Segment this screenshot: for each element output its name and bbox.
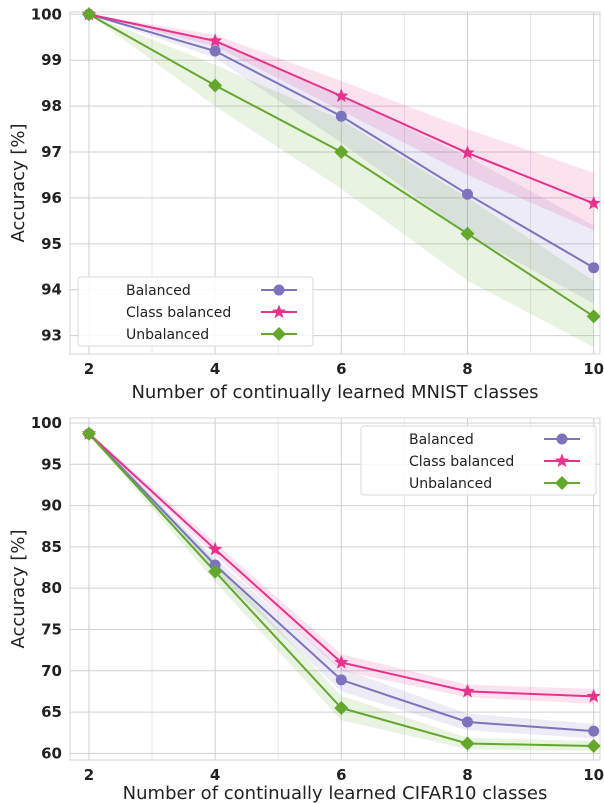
x-tick-label: 2 [84,360,94,378]
data-point [334,700,349,715]
data-point [586,195,601,210]
legend-label: Class balanced [409,454,514,470]
y-tick-label: 100 [31,5,62,23]
y-axis-label: Accuracy [%] [8,123,29,242]
data-point [334,88,349,103]
y-tick-label: 95 [41,455,62,473]
y-tick-label: 80 [41,579,62,597]
legend-marker [272,327,286,341]
data-point [462,188,473,200]
y-tick-label: 65 [41,703,62,721]
y-axis-label: Accuracy [%] [8,529,29,648]
legend-label: Balanced [126,283,191,299]
x-tick-label: 2 [84,766,94,784]
data-point [460,683,475,698]
data-point [462,716,473,728]
data-point [81,426,96,441]
y-tick-label: 97 [41,143,62,161]
data-point [586,309,601,324]
y-tick-label: 75 [41,620,62,638]
data-point [586,738,601,753]
data-point [460,145,475,159]
legend-marker [554,453,570,468]
legend-marker [273,284,285,296]
data-point [335,110,347,122]
y-tick-label: 98 [41,97,62,115]
data-point [334,655,349,669]
x-tick-label: 4 [210,766,220,784]
data-point [588,725,600,737]
data-point [81,7,96,22]
y-tick-label: 95 [41,235,62,253]
data-point [588,262,600,274]
data-point [334,145,349,160]
y-tick-label: 96 [41,189,62,207]
data-point [460,226,475,241]
x-tick-label: 6 [336,766,346,784]
y-tick-label: 100 [31,414,62,432]
legend-label: Class balanced [126,305,231,321]
x-axis-label: Number of continually learned CIFAR10 cl… [123,783,548,804]
legend-box [77,276,314,347]
legend-marker [555,476,569,490]
series-band [88,14,594,348]
x-tick-label: 8 [462,360,472,378]
y-tick-label: 85 [41,538,62,556]
data-point [208,33,223,47]
data-point [586,688,601,703]
x-axis-label: Number of continually learned MNIST clas… [131,382,538,403]
legend-marker [556,433,568,445]
data-point [335,674,347,686]
legend-marker [271,304,287,319]
cifar10-accuracy-chart: 2 4 6 8 10 60 65 70 75 80 85 90 95 100 Number of conti… [8,414,604,804]
x-tick-label: 10 [583,360,604,378]
data-point [208,564,223,579]
y-tick-label: 93 [41,327,62,345]
legend-label: Balanced [409,432,474,448]
y-tick-label: 60 [41,744,62,762]
y-tick-label: 70 [41,662,62,680]
data-point [209,45,221,57]
x-tick-label: 6 [336,360,346,378]
data-point [460,736,475,751]
y-tick-label: 99 [41,51,62,69]
y-tick-label: 90 [41,497,62,515]
x-tick-label: 8 [462,766,472,784]
mnist-accuracy-chart: 2 4 6 8 10 93 94 95 96 97 98 99 100 Number of continu… [8,5,604,403]
legend-box [360,425,597,496]
data-point [208,78,223,93]
x-tick-label: 10 [583,766,604,784]
data-point [208,541,223,556]
legend-label: Unbalanced [409,476,492,492]
legend-label: Unbalanced [126,327,209,343]
x-tick-label: 4 [210,360,220,378]
y-tick-label: 94 [41,281,62,299]
